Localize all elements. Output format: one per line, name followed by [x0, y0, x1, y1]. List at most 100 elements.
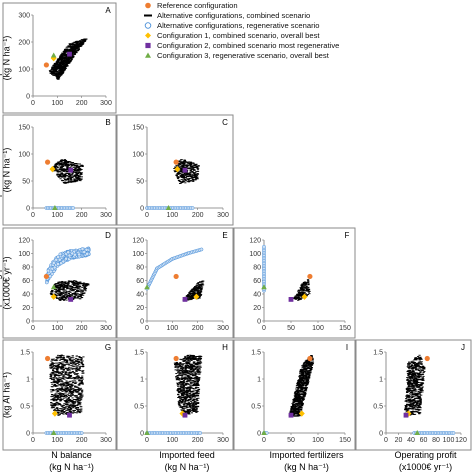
- config3-point: [52, 205, 58, 210]
- y-tick-label: 50: [22, 178, 30, 185]
- x-tick-label: 100: [166, 325, 178, 332]
- x-tick-label: 300: [217, 325, 229, 332]
- x-tick-label: 50: [287, 325, 295, 332]
- y-tick-label: 120: [249, 237, 261, 244]
- x-tick-label: 200: [76, 100, 88, 107]
- x-tick-label: 200: [192, 437, 204, 444]
- reference-point: [45, 355, 51, 362]
- regen-point: [67, 253, 72, 258]
- y-tick-label: 0: [140, 318, 144, 325]
- regen-point: [52, 265, 57, 270]
- config2-point: [182, 167, 188, 173]
- regen-point: [73, 252, 77, 257]
- panel-frame-E: [116, 227, 234, 339]
- x-tick-label: 100: [166, 212, 178, 219]
- panel-A: 0 100 200 300 0 100 200 300 A: [2, 2, 117, 114]
- x-tick-label: 200: [76, 437, 88, 444]
- panel-letter-E: E: [222, 231, 227, 240]
- y-tick-label: 40: [253, 291, 261, 298]
- regen-point: [64, 256, 68, 261]
- config1-point: [49, 165, 56, 173]
- y-tick-label: 150: [132, 124, 144, 131]
- y-tick-label: 0: [140, 430, 144, 437]
- reference-point: [307, 273, 313, 280]
- config3-point: [50, 430, 57, 435]
- regen-point: [80, 247, 85, 251]
- y-tick-label: 20: [136, 305, 144, 312]
- y-tick-label: 200: [18, 39, 30, 46]
- y-tick-label: 60: [253, 278, 261, 285]
- regen-point: [85, 251, 89, 256]
- y-tick-label: 0: [26, 430, 30, 437]
- config1-point: [50, 293, 57, 300]
- regen-point: [44, 280, 49, 285]
- config2-point: [68, 297, 74, 302]
- reference-point: [173, 159, 179, 165]
- config2-point: [67, 412, 72, 418]
- config3-point: [144, 284, 150, 290]
- regen-point: [61, 259, 66, 264]
- x-tick-label: 0: [31, 212, 35, 219]
- config2-point: [288, 297, 294, 302]
- y-tick-label: 100: [18, 66, 30, 73]
- x-tick-label: 0: [145, 437, 149, 444]
- x-tick-label: 0: [145, 325, 149, 332]
- config3-point: [50, 52, 57, 58]
- x-tick-label: 0: [262, 325, 266, 332]
- config3-point: [261, 284, 267, 290]
- x-tick-label: 300: [217, 437, 229, 444]
- x-tick-label: 200: [76, 212, 88, 219]
- panel-letter-A: A: [105, 6, 111, 15]
- config1-point: [193, 293, 200, 300]
- regen-point: [84, 247, 89, 252]
- regen-point: [51, 261, 56, 265]
- config2-point: [68, 167, 74, 173]
- y-tick-label: 20: [22, 305, 30, 312]
- x-tick-label: 200: [192, 212, 204, 219]
- x-tick-label: 0: [145, 212, 149, 219]
- panel-letter-B: B: [105, 118, 110, 127]
- x-tick-label: 300: [100, 100, 112, 107]
- config3-point: [50, 284, 57, 290]
- panel-letter-H: H: [222, 343, 228, 352]
- y-tick-label: 40: [22, 291, 30, 298]
- panel-letter-C: C: [222, 118, 228, 127]
- x-tick-label: 150: [339, 325, 351, 332]
- y-tick-label: 40: [136, 291, 144, 298]
- reference-point: [45, 159, 51, 165]
- config2-point: [67, 51, 72, 57]
- x-tick-label: 100: [51, 437, 63, 444]
- panel-B: 0 100 200 300 0 50 100 150 B: [2, 114, 117, 226]
- y-tick-label: 100: [18, 251, 30, 258]
- regen-point: [77, 252, 81, 257]
- y-tick-label: 300: [18, 12, 30, 19]
- regen-point: [56, 262, 60, 266]
- x-tick-label: 100: [312, 325, 324, 332]
- y-tick-label: 0: [26, 318, 30, 325]
- y-tick-label: 80: [136, 264, 144, 271]
- panel-D: 0 100 200 300 0 20 40 60 80 100 120 D: [2, 227, 117, 339]
- x-tick-label: 200: [192, 325, 204, 332]
- y-tick-label: 0: [26, 93, 30, 100]
- regen-point: [199, 247, 204, 252]
- y-tick-label: 0: [257, 318, 261, 325]
- config1-point: [50, 55, 57, 62]
- y-tick-label: 1.5: [134, 349, 144, 356]
- panel-frame-F: [233, 227, 356, 339]
- y-tick-label: 150: [18, 124, 30, 131]
- x-tick-label: 100: [166, 437, 178, 444]
- y-tick-label: 120: [132, 237, 144, 244]
- x-tick-label: 300: [217, 212, 229, 219]
- x-tick-label: 100: [51, 100, 63, 107]
- y-tick-label: 20: [253, 305, 261, 312]
- y-tick-label: 120: [18, 237, 30, 244]
- panel-C: 0 100 200 300 0 50 100 150 C: [116, 114, 234, 226]
- y-tick-label: 0.5: [20, 403, 30, 410]
- x-tick-label: 300: [100, 437, 112, 444]
- x-tick-label: 100: [51, 212, 63, 219]
- config1-point: [51, 410, 58, 417]
- y-tick-label: 0.5: [134, 403, 144, 410]
- regen-point: [71, 206, 76, 210]
- panel-letter-F: F: [345, 231, 350, 240]
- y-tick-label: 0: [140, 205, 144, 212]
